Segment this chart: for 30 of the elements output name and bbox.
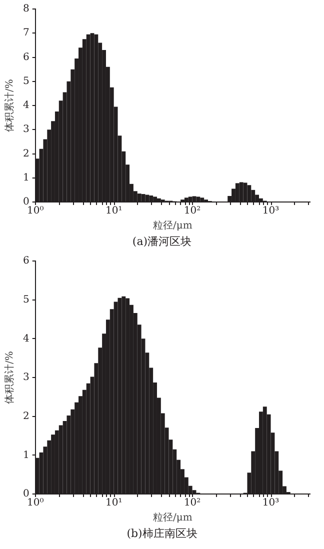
y-tick-label: 3 [22,124,30,136]
y-tick-label: 8 [22,4,30,15]
x-tick-label: 10³ [262,498,280,509]
y-axis-title: 体积累计/% [4,351,16,404]
y-tick-label: 5 [22,76,30,87]
x-tick-label: 10¹ [105,206,122,217]
y-tick-label: 4 [22,100,30,112]
y-axis-title: 体积累计/% [4,79,16,132]
y-tick-label: 4 [22,333,30,344]
y-tick-label: 3 [22,372,30,384]
y-tick-label: 1 [22,172,30,184]
x-tick-label: 10⁰ [26,498,44,509]
x-tick-label: 10⁰ [26,206,44,217]
y-tick-label: 6 [22,256,30,267]
x-tick-label: 10³ [262,206,280,217]
text: (b)柿庄南区块 [126,526,198,542]
y-tick-label: 5 [22,294,30,306]
y-tick-label: 0 [22,196,30,208]
x-axis-title: 粒径/μm [153,220,193,232]
x-tick-label: 10² [184,498,201,509]
x-tick-label: 10¹ [105,498,122,509]
x-axis-title: 粒径/μm [153,512,193,524]
x-tick-label: 10² [184,206,201,217]
y-tick-label: 2 [22,410,30,422]
y-tick-label: 1 [22,450,30,461]
y-tick-label: 7 [22,28,30,39]
y-tick-label: 0 [22,488,30,500]
y-tick-label: 6 [22,52,30,63]
text: (a)潘河区块 [131,234,193,250]
y-tick-label: 2 [22,148,30,160]
